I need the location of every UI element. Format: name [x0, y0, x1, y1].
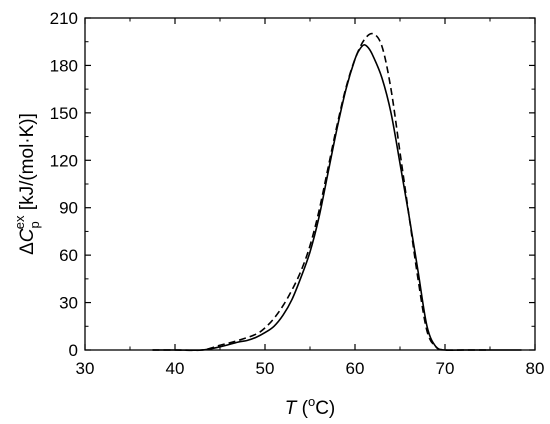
y-tick-label: 120: [50, 151, 78, 170]
y-tick-label: 30: [59, 294, 78, 313]
x-tick-label: 60: [346, 359, 365, 378]
x-tick-label: 30: [76, 359, 95, 378]
y-tick-label: 0: [69, 341, 78, 360]
x-tick-label: 40: [166, 359, 185, 378]
y-tick-label: 60: [59, 246, 78, 265]
x-tick-label: 80: [526, 359, 545, 378]
x-tick-label: 70: [436, 359, 455, 378]
y-axis-title: ΔCpex [kJ/(mol·K)]: [12, 113, 42, 255]
series-line-dashed: [153, 34, 491, 351]
y-tick-label: 150: [50, 104, 78, 123]
x-axis-title: T (oC): [285, 394, 336, 419]
y-tick-label: 90: [59, 199, 78, 218]
series-layer: [153, 34, 522, 351]
x-tick-label: 50: [256, 359, 275, 378]
axis-ticks: [85, 18, 535, 350]
y-tick-label: 210: [50, 9, 78, 28]
plot-frame: [85, 18, 535, 350]
y-tick-label: 180: [50, 56, 78, 75]
series-line-solid: [153, 45, 522, 350]
